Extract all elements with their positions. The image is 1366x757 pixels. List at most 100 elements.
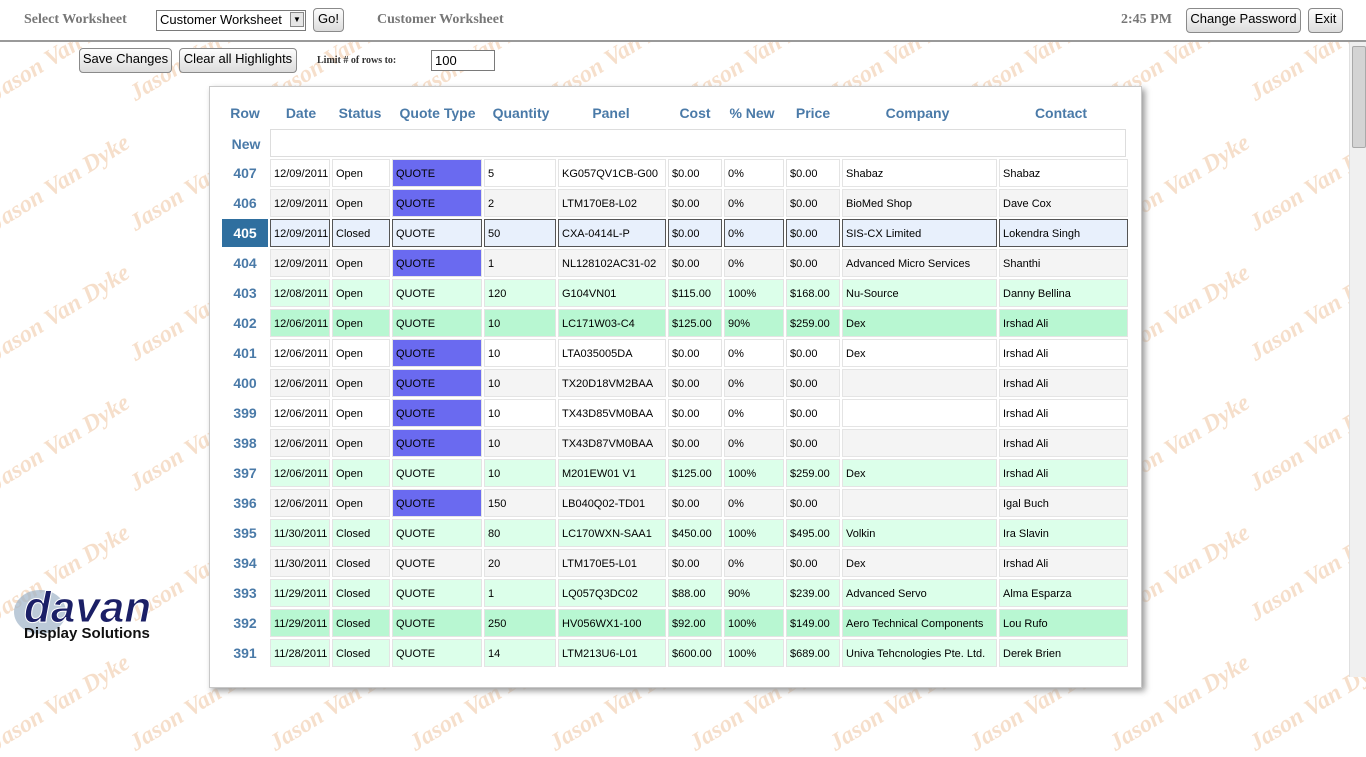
cell-cost[interactable]: $0.00 — [668, 339, 722, 367]
cell-contact[interactable]: Irshad Ali — [999, 459, 1128, 487]
cell-panel[interactable]: LC171W03-C4 — [558, 309, 666, 337]
cell-price[interactable]: $0.00 — [786, 429, 840, 457]
worksheet-select[interactable]: Customer Worksheet ▼ — [156, 10, 306, 31]
cell-status[interactable]: Closed — [332, 579, 390, 607]
new-row-input[interactable] — [270, 129, 1126, 157]
cell-cost[interactable]: $0.00 — [668, 219, 722, 247]
change-password-button[interactable]: Change Password — [1186, 8, 1301, 33]
cell-price[interactable]: $259.00 — [786, 459, 840, 487]
row-number[interactable]: 407 — [233, 165, 257, 181]
cell-quote-type[interactable]: QUOTE — [392, 579, 482, 607]
cell-cost[interactable]: $0.00 — [668, 399, 722, 427]
cell-pct-new[interactable]: 90% — [724, 309, 784, 337]
cell-quote-type[interactable]: QUOTE — [392, 609, 482, 637]
table-row[interactable]: 398 12/06/2011 Open QUOTE 10 TX43D87VM0BAA $0.… — [222, 429, 1128, 458]
cell-quantity[interactable]: 80 — [484, 519, 556, 547]
cell-pct-new[interactable]: 0% — [724, 399, 784, 427]
cell-cost[interactable]: $125.00 — [668, 459, 722, 487]
cell-contact[interactable]: Irshad Ali — [999, 369, 1128, 397]
column-header[interactable]: Date — [285, 105, 317, 121]
column-header[interactable]: % New — [729, 105, 775, 121]
cell-price[interactable]: $259.00 — [786, 309, 840, 337]
cell-cost[interactable]: $0.00 — [668, 159, 722, 187]
cell-company[interactable]: Volkin — [842, 519, 997, 547]
cell-company[interactable]: Univa Tehcnologies Pte. Ltd. — [842, 639, 997, 667]
cell-status[interactable]: Open — [332, 489, 390, 517]
cell-panel[interactable]: LTM170E8-L02 — [558, 189, 666, 217]
cell-quantity[interactable]: 10 — [484, 459, 556, 487]
cell-date[interactable]: 12/09/2011 — [270, 159, 330, 187]
cell-contact[interactable]: Shabaz — [999, 159, 1128, 187]
cell-quote-type[interactable]: QUOTE — [392, 309, 482, 337]
cell-company[interactable]: Dex — [842, 459, 997, 487]
row-number[interactable]: 394 — [233, 555, 257, 571]
cell-price[interactable]: $0.00 — [786, 219, 840, 247]
cell-contact[interactable]: Alma Esparza — [999, 579, 1128, 607]
cell-price[interactable]: $0.00 — [786, 399, 840, 427]
cell-cost[interactable]: $92.00 — [668, 609, 722, 637]
column-header[interactable]: Status — [338, 105, 382, 121]
cell-price[interactable]: $239.00 — [786, 579, 840, 607]
cell-price[interactable]: $0.00 — [786, 339, 840, 367]
cell-company[interactable]: Dex — [842, 339, 997, 367]
cell-pct-new[interactable]: 0% — [724, 549, 784, 577]
cell-price[interactable]: $689.00 — [786, 639, 840, 667]
row-number[interactable]: 395 — [233, 525, 257, 541]
cell-status[interactable]: Closed — [332, 219, 390, 247]
cell-price[interactable]: $149.00 — [786, 609, 840, 637]
cell-contact[interactable]: Derek Brien — [999, 639, 1128, 667]
row-number[interactable]: 398 — [233, 435, 257, 451]
cell-quantity[interactable]: 1 — [484, 249, 556, 277]
cell-quote-type[interactable]: QUOTE — [392, 219, 482, 247]
cell-panel[interactable]: HV056WX1-100 — [558, 609, 666, 637]
cell-date[interactable]: 12/06/2011 — [270, 309, 330, 337]
cell-date[interactable]: 12/09/2011 — [270, 249, 330, 277]
cell-pct-new[interactable]: 0% — [724, 189, 784, 217]
cell-panel[interactable]: LC170WXN-SAA1 — [558, 519, 666, 547]
cell-quantity[interactable]: 10 — [484, 369, 556, 397]
cell-status[interactable]: Open — [332, 459, 390, 487]
table-row[interactable]: 399 12/06/2011 Open QUOTE 10 TX43D85VM0BAA $0.… — [222, 399, 1128, 428]
cell-status[interactable]: Closed — [332, 549, 390, 577]
column-header[interactable]: Quantity — [492, 105, 550, 121]
cell-company[interactable]: Advanced Servo — [842, 579, 997, 607]
cell-panel[interactable]: TX43D87VM0BAA — [558, 429, 666, 457]
table-row[interactable]: 403 12/08/2011 Open QUOTE 120 G104VN01 $115.00… — [222, 279, 1128, 308]
cell-status[interactable]: Open — [332, 279, 390, 307]
cell-pct-new[interactable]: 0% — [724, 339, 784, 367]
cell-pct-new[interactable]: 0% — [724, 249, 784, 277]
cell-panel[interactable]: KG057QV1CB-G00 — [558, 159, 666, 187]
cell-price[interactable]: $168.00 — [786, 279, 840, 307]
cell-contact[interactable]: Irshad Ali — [999, 399, 1128, 427]
cell-price[interactable]: $0.00 — [786, 369, 840, 397]
table-row[interactable]: 395 11/30/2011 Closed QUOTE 80 LC170WXN-SAA1 $… — [222, 519, 1128, 548]
exit-button[interactable]: Exit — [1308, 8, 1343, 33]
cell-panel[interactable]: M201EW01 V1 — [558, 459, 666, 487]
cell-date[interactable]: 12/06/2011 — [270, 429, 330, 457]
cell-cost[interactable]: $0.00 — [668, 549, 722, 577]
cell-pct-new[interactable]: 100% — [724, 609, 784, 637]
cell-date[interactable]: 12/08/2011 — [270, 279, 330, 307]
column-header[interactable]: Quote Type — [399, 105, 476, 121]
row-number[interactable]: 403 — [233, 285, 257, 301]
cell-pct-new[interactable]: 0% — [724, 219, 784, 247]
cell-contact[interactable]: Irshad Ali — [999, 339, 1128, 367]
row-number[interactable]: 404 — [233, 255, 257, 271]
cell-status[interactable]: Closed — [332, 609, 390, 637]
cell-panel[interactable]: LQ057Q3DC02 — [558, 579, 666, 607]
cell-status[interactable]: Open — [332, 309, 390, 337]
cell-cost[interactable]: $450.00 — [668, 519, 722, 547]
table-row[interactable]: 402 12/06/2011 Open QUOTE 10 LC171W03-C4 $125.… — [222, 309, 1128, 338]
cell-price[interactable]: $0.00 — [786, 249, 840, 277]
row-limit-input[interactable]: 100 — [431, 50, 495, 71]
cell-panel[interactable]: LTM213U6-L01 — [558, 639, 666, 667]
cell-cost[interactable]: $0.00 — [668, 429, 722, 457]
cell-company[interactable] — [842, 399, 997, 427]
cell-price[interactable]: $0.00 — [786, 489, 840, 517]
cell-company[interactable]: Aero Technical Components — [842, 609, 997, 637]
cell-contact[interactable]: Irshad Ali — [999, 309, 1128, 337]
cell-quote-type[interactable]: QUOTE — [392, 279, 482, 307]
row-number[interactable]: 400 — [233, 375, 257, 391]
cell-price[interactable]: $0.00 — [786, 549, 840, 577]
cell-quote-type[interactable]: QUOTE — [392, 459, 482, 487]
